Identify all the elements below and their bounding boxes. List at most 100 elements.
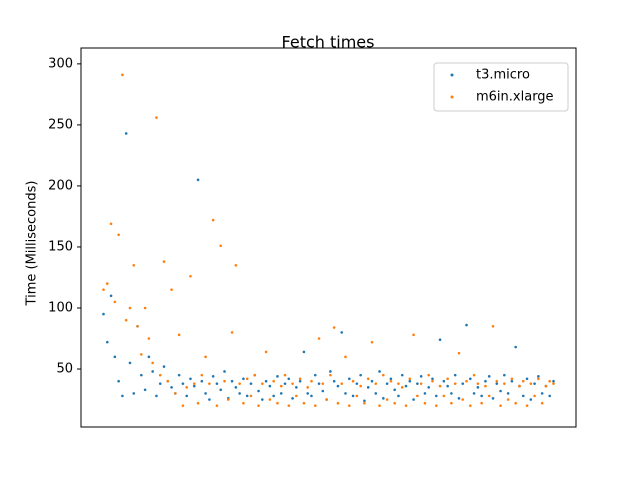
point (480, 394, 483, 398)
point (166, 379, 170, 383)
point (374, 392, 378, 395)
point (484, 379, 487, 383)
point (174, 392, 177, 395)
point (226, 398, 230, 401)
point (514, 401, 517, 405)
point (495, 379, 499, 383)
point (469, 377, 472, 381)
point (143, 306, 147, 310)
point (548, 379, 552, 383)
point (434, 404, 438, 407)
point (219, 388, 223, 392)
point (200, 373, 204, 377)
point (147, 337, 151, 340)
point (272, 379, 275, 383)
point (514, 345, 517, 349)
point (189, 274, 192, 278)
point (238, 382, 241, 385)
point (378, 404, 381, 407)
point (347, 377, 351, 381)
point (366, 377, 370, 381)
point (370, 340, 374, 344)
point (325, 398, 328, 401)
point (291, 382, 294, 385)
point (102, 312, 105, 316)
point (336, 384, 340, 388)
point (434, 394, 438, 398)
point (140, 353, 143, 356)
point (291, 397, 294, 400)
point (525, 404, 529, 407)
point (279, 384, 283, 388)
point (238, 392, 241, 395)
point (552, 382, 555, 385)
point (295, 394, 298, 398)
point (245, 394, 249, 398)
point (465, 379, 468, 383)
point (181, 382, 185, 385)
point (540, 401, 544, 405)
point (155, 394, 158, 398)
point (450, 392, 453, 395)
point (109, 294, 113, 298)
point (124, 318, 128, 322)
point (155, 116, 158, 119)
point (117, 233, 120, 237)
point (257, 404, 260, 407)
point (136, 324, 139, 328)
point (351, 379, 355, 383)
chart-title: Fetch times (282, 33, 375, 52)
point (453, 373, 457, 377)
point (113, 300, 117, 304)
point (121, 73, 124, 77)
point (132, 392, 136, 395)
point (298, 379, 302, 383)
y-tick-label: 200 (48, 178, 73, 193)
point (370, 379, 374, 383)
point (181, 404, 185, 407)
point (109, 222, 113, 226)
point (503, 382, 506, 385)
point (378, 370, 381, 373)
point (113, 355, 117, 359)
point (363, 401, 366, 405)
point (404, 384, 408, 388)
point (200, 379, 204, 383)
point (412, 398, 415, 401)
point (276, 375, 279, 378)
point (234, 263, 238, 267)
point (223, 379, 226, 383)
point (465, 323, 468, 327)
point (242, 401, 245, 405)
point (469, 404, 472, 407)
point (102, 288, 105, 291)
point (427, 386, 431, 389)
point (389, 379, 393, 383)
point (438, 338, 442, 342)
legend-marker (450, 73, 454, 77)
legend-marker (450, 95, 454, 99)
point (397, 394, 400, 398)
point (177, 333, 181, 337)
point (264, 379, 268, 383)
point (140, 373, 143, 377)
point (208, 382, 211, 385)
point (279, 392, 283, 395)
point (230, 379, 234, 383)
point (521, 379, 525, 383)
point (400, 373, 404, 377)
point (204, 355, 207, 359)
point (537, 377, 540, 381)
point (529, 398, 533, 401)
point (476, 386, 480, 389)
legend-box (433, 62, 569, 112)
point (416, 394, 419, 398)
point (355, 382, 359, 385)
point (257, 389, 260, 393)
point (457, 351, 461, 355)
point (499, 404, 502, 407)
point (332, 326, 336, 329)
point (162, 365, 166, 368)
point (374, 382, 378, 385)
